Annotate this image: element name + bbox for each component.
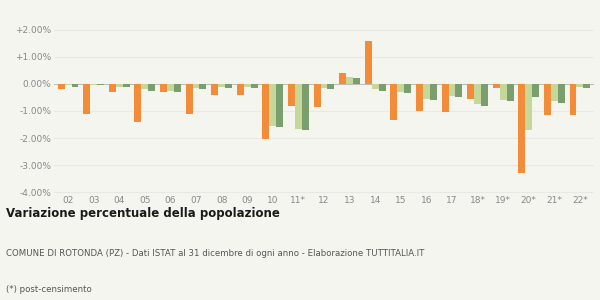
Bar bbox=[109, 84, 116, 92]
Bar bbox=[123, 84, 130, 87]
Bar bbox=[551, 84, 558, 101]
Bar bbox=[569, 84, 577, 115]
Bar bbox=[397, 84, 404, 92]
Bar bbox=[353, 78, 360, 84]
Bar bbox=[148, 84, 155, 91]
Bar bbox=[474, 84, 481, 104]
Bar bbox=[467, 84, 474, 99]
Bar bbox=[142, 84, 148, 89]
Bar bbox=[97, 84, 104, 85]
Bar bbox=[328, 84, 334, 89]
Bar bbox=[481, 84, 488, 106]
Bar bbox=[237, 84, 244, 95]
Bar bbox=[134, 84, 142, 122]
Bar bbox=[442, 84, 449, 112]
Bar bbox=[455, 84, 463, 98]
Bar bbox=[346, 77, 353, 84]
Text: (*) post-censimento: (*) post-censimento bbox=[6, 285, 92, 294]
Text: COMUNE DI ROTONDA (PZ) - Dati ISTAT al 31 dicembre di ogni anno - Elaborazione T: COMUNE DI ROTONDA (PZ) - Dati ISTAT al 3… bbox=[6, 249, 424, 258]
Bar bbox=[506, 84, 514, 101]
Bar bbox=[320, 84, 328, 88]
Bar bbox=[269, 84, 276, 126]
Bar bbox=[251, 84, 257, 88]
Bar bbox=[116, 84, 123, 87]
Bar bbox=[423, 84, 430, 99]
Bar bbox=[167, 84, 174, 91]
Bar bbox=[532, 84, 539, 98]
Bar bbox=[372, 84, 379, 89]
Bar bbox=[583, 84, 590, 88]
Bar bbox=[430, 84, 437, 100]
Bar bbox=[525, 84, 532, 130]
Bar bbox=[544, 84, 551, 115]
Bar bbox=[160, 84, 167, 92]
Bar bbox=[500, 84, 506, 100]
Bar bbox=[449, 84, 455, 96]
Bar bbox=[493, 84, 500, 88]
Bar bbox=[185, 84, 193, 114]
Bar bbox=[225, 84, 232, 88]
Bar bbox=[276, 84, 283, 127]
Bar bbox=[71, 84, 79, 87]
Bar bbox=[218, 84, 225, 87]
Bar bbox=[339, 73, 346, 84]
Bar bbox=[404, 84, 411, 93]
Bar bbox=[199, 84, 206, 89]
Bar bbox=[558, 84, 565, 103]
Bar bbox=[365, 40, 372, 84]
Bar bbox=[416, 84, 423, 111]
Bar bbox=[302, 84, 309, 130]
Bar bbox=[288, 84, 295, 106]
Bar bbox=[211, 84, 218, 95]
Bar bbox=[314, 84, 320, 107]
Bar bbox=[379, 84, 386, 91]
Bar bbox=[174, 84, 181, 92]
Bar bbox=[518, 84, 525, 173]
Bar bbox=[295, 84, 302, 128]
Bar bbox=[193, 84, 199, 88]
Bar bbox=[262, 84, 269, 140]
Bar bbox=[244, 84, 251, 87]
Text: Variazione percentuale della popolazione: Variazione percentuale della popolazione bbox=[6, 207, 280, 220]
Bar bbox=[58, 84, 65, 89]
Bar bbox=[65, 84, 71, 85]
Bar bbox=[391, 84, 397, 120]
Bar bbox=[577, 84, 583, 87]
Bar bbox=[83, 84, 90, 114]
Bar bbox=[90, 84, 97, 85]
